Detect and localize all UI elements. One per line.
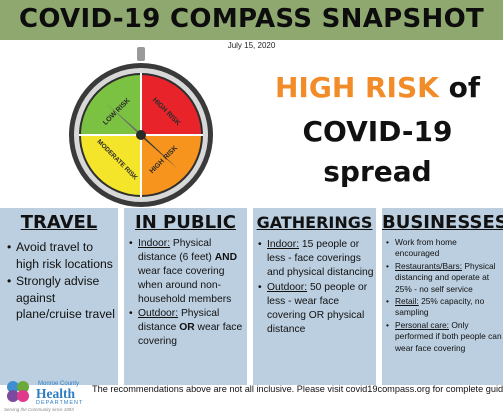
item-text: 15 people or less - face coverings and p… bbox=[267, 239, 374, 278]
headline-line2: COVID-19 bbox=[302, 115, 453, 148]
compass-crown bbox=[137, 47, 145, 61]
logo-tagline: Serving the Community since 1893 bbox=[4, 407, 74, 412]
list-item: Indoor: Physical distance (6 feet) AND w… bbox=[129, 237, 247, 307]
item-emphasis: AND bbox=[214, 252, 238, 263]
item-text: Physical distancing and operate at 25% -… bbox=[395, 260, 496, 294]
list-item: Strongly advise against plane/cruise tra… bbox=[7, 273, 118, 323]
risk-headline: HIGH RISK of COVID-19 spread bbox=[265, 68, 490, 192]
businesses-column: BUSINESSES Work from home encouraged Res… bbox=[382, 208, 503, 385]
list-item: Personal care: Only performed if both pe… bbox=[386, 319, 503, 354]
list-item: Outdoor: 50 people or less - wear face c… bbox=[258, 281, 376, 337]
travel-column: TRAVEL Avoid travel to high risk locatio… bbox=[0, 208, 118, 385]
high-risk-segment-red bbox=[141, 75, 201, 135]
travel-heading: TRAVEL bbox=[20, 212, 98, 233]
item-emphasis: OR bbox=[179, 322, 195, 333]
item-text: wear face covering bbox=[138, 322, 243, 347]
item-label: Retail: bbox=[395, 296, 419, 307]
moderate-risk-segment bbox=[81, 135, 141, 195]
item-label: Indoor: bbox=[267, 239, 300, 250]
snapshot-date: July 15, 2020 bbox=[227, 41, 276, 50]
high-risk-segment-orange bbox=[141, 135, 201, 195]
in-public-heading: IN PUBLIC bbox=[135, 212, 236, 233]
item-label: Indoor: bbox=[138, 238, 171, 249]
list-item: Work from home encouraged bbox=[386, 237, 503, 260]
headline-line3: spread bbox=[323, 155, 432, 188]
item-label: Restaurants/Bars: bbox=[395, 260, 463, 271]
list-item: Restaurants/Bars: Physical distancing an… bbox=[386, 260, 503, 295]
low-risk-segment bbox=[81, 75, 141, 135]
headline-of: of bbox=[438, 71, 481, 104]
item-label: Outdoor: bbox=[267, 282, 308, 293]
businesses-heading: BUSINESSES bbox=[382, 212, 503, 233]
item-text: 50 people or less - wear face covering O… bbox=[267, 282, 368, 335]
item-text: 25% capacity, no sampling bbox=[395, 296, 485, 318]
compass-gauge: LOW RISK HIGH RISK HIGH RISK MODERATE RI… bbox=[69, 47, 213, 207]
logo-health: Health bbox=[36, 386, 75, 401]
item-text: Physical distance (6 feet) bbox=[138, 238, 215, 263]
compass-needle bbox=[138, 131, 178, 169]
list-item: Retail: 25% capacity, no sampling bbox=[386, 296, 503, 319]
list-item: Indoor: 15 people or less - face coverin… bbox=[258, 238, 376, 280]
health-department-logo bbox=[7, 381, 29, 402]
logo-county: Monroe County bbox=[38, 381, 80, 387]
item-text: Work from home encouraged bbox=[395, 237, 457, 259]
item-text: wear face covering when around non-house… bbox=[138, 266, 232, 305]
footer-note: The recommendations above are not all in… bbox=[92, 384, 503, 394]
gatherings-heading: GATHERINGS bbox=[256, 213, 373, 232]
item-text: Only performed if both people can wear f… bbox=[395, 319, 502, 353]
item-label: Personal care: bbox=[395, 319, 449, 330]
title-banner bbox=[0, 0, 503, 40]
list-item: Outdoor: Physical distance OR wear face … bbox=[129, 307, 247, 349]
list-item: Avoid travel to high risk locations bbox=[7, 239, 118, 272]
gatherings-column: GATHERINGS Indoor: 15 people or less - f… bbox=[253, 208, 376, 385]
item-text: Physical distance bbox=[138, 308, 220, 333]
logo-department: DEPARTMENT bbox=[36, 400, 84, 406]
in-public-column: IN PUBLIC Indoor: Physical distance (6 f… bbox=[124, 208, 247, 385]
risk-level: HIGH RISK bbox=[274, 71, 439, 104]
page-title: COVID-19 COMPASS SNAPSHOT bbox=[18, 4, 485, 34]
item-label: Outdoor: bbox=[138, 308, 179, 319]
